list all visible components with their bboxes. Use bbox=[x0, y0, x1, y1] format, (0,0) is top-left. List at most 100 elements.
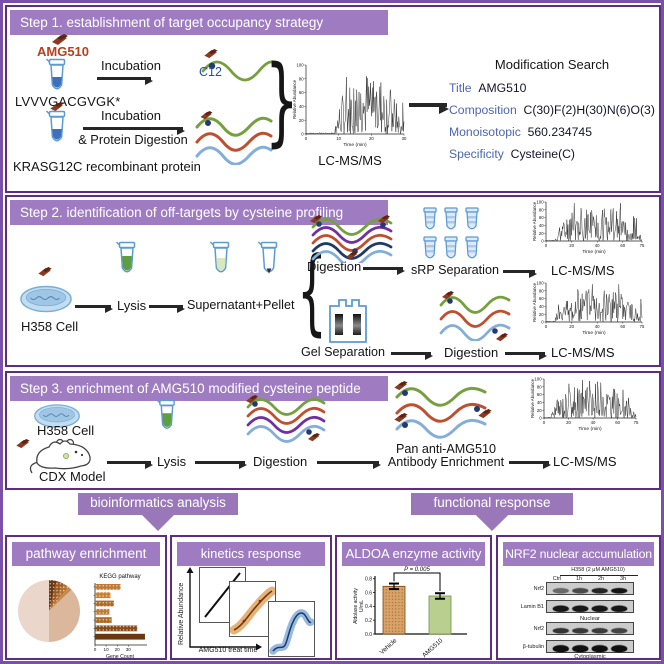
svg-text:0.8: 0.8 bbox=[365, 577, 372, 583]
digestion-arrow-3 bbox=[195, 461, 247, 469]
blot-laminb1 bbox=[546, 600, 634, 613]
pellet-tube-icon bbox=[257, 241, 281, 281]
svg-text:40: 40 bbox=[595, 324, 600, 329]
svg-text:60: 60 bbox=[620, 243, 625, 248]
svg-text:20: 20 bbox=[569, 243, 574, 248]
kinetics-panel-title: kinetics response bbox=[177, 542, 325, 566]
lcms-top-label: LC-MS/MS bbox=[551, 263, 615, 278]
modsearch-row-composition: Composition C(30)F(2)H(30)N(6)O(3) bbox=[449, 103, 655, 117]
svg-text:Relative Abundance: Relative Abundance bbox=[532, 282, 537, 322]
lysate-tube-icon-3 bbox=[155, 399, 179, 437]
lcms-label-3: LC-MS/MS bbox=[553, 454, 617, 469]
svg-text:80: 80 bbox=[539, 288, 544, 293]
svg-text:0: 0 bbox=[301, 132, 304, 137]
lane-3h: 3h bbox=[619, 576, 627, 582]
digested-bundle-icon-3 bbox=[246, 395, 326, 443]
modsearch-title: Modification Search bbox=[494, 57, 610, 72]
h358-cell-label: H358 Cell bbox=[21, 319, 79, 334]
nuclear-nrf2-label: Nrf2 bbox=[533, 586, 544, 592]
nrf2-panel: NRF2 nuclear accumulation H358 (2 μM AMG… bbox=[496, 535, 661, 660]
svg-text:60: 60 bbox=[615, 420, 620, 425]
svg-text:0: 0 bbox=[545, 324, 548, 329]
cytoplasmic-label: Cytoplasmic bbox=[574, 654, 606, 660]
svg-text:0.4: 0.4 bbox=[365, 604, 372, 610]
svg-text:10: 10 bbox=[336, 136, 341, 141]
modsearch-monoisotopic-label: Monoisotopic bbox=[449, 125, 521, 139]
kras-tube-icon bbox=[45, 110, 69, 150]
svg-text:0.6: 0.6 bbox=[365, 590, 372, 596]
protein-bundle-icon bbox=[310, 215, 393, 263]
kegg-bar-chart: KEGG pathway 0 10 20 30 Gene Count bbox=[85, 571, 151, 661]
nrf2-panel-title: NRF2 nuclear accumulation bbox=[503, 542, 654, 566]
gel-icon bbox=[327, 297, 369, 345]
svg-text:20: 20 bbox=[569, 324, 574, 329]
nuclear-label: Nuclear bbox=[580, 615, 600, 622]
svg-text:40: 40 bbox=[595, 243, 600, 248]
svg-text:20: 20 bbox=[115, 647, 121, 652]
svg-text:100: 100 bbox=[296, 63, 304, 68]
step1-banner: Step 1. establishment of target occupanc… bbox=[10, 10, 388, 35]
svg-text:Gene Count: Gene Count bbox=[106, 654, 135, 660]
c12-peptide-icon bbox=[201, 49, 281, 82]
lane-2h: 2h bbox=[597, 576, 605, 582]
digestion-bottom-arrow bbox=[505, 352, 547, 360]
lysis-arrow bbox=[75, 305, 113, 313]
gel-separation-label: Gel Separation bbox=[301, 345, 386, 359]
cell-molecule-icon bbox=[37, 267, 53, 277]
gel-peptides-icon bbox=[439, 291, 511, 341]
svg-text:30: 30 bbox=[126, 647, 132, 652]
group-brace: } bbox=[265, 45, 299, 157]
lane-ctrl: Ctrl bbox=[552, 576, 562, 582]
modsearch-row-monoisotopic: Monoisotopic 560.234745 bbox=[449, 125, 592, 139]
modsearch-specificity-label: Specificity bbox=[449, 147, 504, 161]
svg-text:Aldolase activityU/mL: Aldolase activityU/mL bbox=[353, 588, 365, 624]
step1-box: Step 1. establishment of target occupanc… bbox=[5, 5, 661, 193]
svg-text:0: 0 bbox=[94, 647, 97, 652]
chromatogram-step3: 0 20 40 60 80 100 0 20 40 60 75 Relative Abundance T… bbox=[527, 375, 641, 442]
laminb1-label: Lamin B1 bbox=[520, 604, 544, 610]
nrf2-header-line bbox=[560, 574, 638, 576]
pathway-panel-title: pathway enrichment bbox=[12, 542, 160, 566]
modsearch-monoisotopic-value: 560.234745 bbox=[527, 125, 592, 139]
blot-nrf2-nuclear bbox=[546, 582, 634, 595]
svg-text:P = 0.005: P = 0.005 bbox=[404, 567, 430, 573]
aldoa-bar-chart: 0.0 0.2 0.4 0.6 0.8 Aldolase activityU/mL P = … bbox=[337, 563, 494, 661]
modsearch-row-title: Title AMG510 bbox=[449, 81, 526, 95]
c12-label: C12 bbox=[199, 65, 222, 79]
digestion-bottom-label: Digestion bbox=[444, 345, 499, 360]
svg-text:20: 20 bbox=[539, 231, 544, 236]
kinetics-panel: kinetics response Relative Abundance AMG… bbox=[170, 535, 332, 660]
modsearch-composition-value: C(30)F(2)H(30)N(6)O(3) bbox=[523, 103, 655, 117]
lysis-label: Lysis bbox=[117, 298, 147, 313]
svg-text:Time (min): Time (min) bbox=[343, 142, 367, 148]
srp-arrow bbox=[503, 270, 537, 278]
svg-text:AMG510: AMG510 bbox=[421, 637, 445, 659]
step2-box: Step 2. identification of off-targets by… bbox=[5, 195, 661, 367]
modsearch-specificity-value: Cysteine(C) bbox=[510, 147, 575, 161]
peptide-label: LVVVGACGVGK* bbox=[15, 94, 121, 109]
step2-banner: Step 2. identification of off-targets by… bbox=[10, 200, 388, 225]
blot-nrf2-cyto bbox=[546, 622, 634, 635]
svg-text:Time (min): Time (min) bbox=[582, 330, 606, 336]
fraction-tubes-icon bbox=[423, 207, 479, 259]
lcms-arrow-3 bbox=[509, 461, 551, 469]
supernatant-arrow bbox=[149, 305, 185, 313]
enrichment-line2: Antibody Enrichment bbox=[387, 455, 505, 469]
modification-search-panel: Modification Search Title AMG510 Composi… bbox=[443, 57, 661, 171]
svg-text:Relative Abundance: Relative Abundance bbox=[530, 378, 535, 418]
enrichment-line1: Pan anti-AMG510 bbox=[395, 442, 497, 456]
pathway-panel: pathway enrichment KEGG pathway 0 10 20 30 Ge… bbox=[5, 535, 167, 660]
digestion-top-arrow bbox=[363, 267, 405, 275]
svg-text:75: 75 bbox=[640, 324, 645, 329]
svg-text:0.2: 0.2 bbox=[365, 618, 372, 624]
incubation1-arrow bbox=[97, 77, 153, 85]
functional-ribbon: functional response bbox=[411, 493, 573, 531]
h358-cell-label-3: H358 Cell bbox=[37, 423, 95, 438]
svg-text:40: 40 bbox=[299, 104, 304, 109]
svg-text:0: 0 bbox=[543, 420, 546, 425]
svg-text:10: 10 bbox=[104, 647, 110, 652]
split-brace: { bbox=[297, 237, 327, 346]
svg-text:Relative Abundance: Relative Abundance bbox=[292, 79, 297, 119]
supernatant-label: Supernatant+Pellet bbox=[187, 298, 295, 312]
